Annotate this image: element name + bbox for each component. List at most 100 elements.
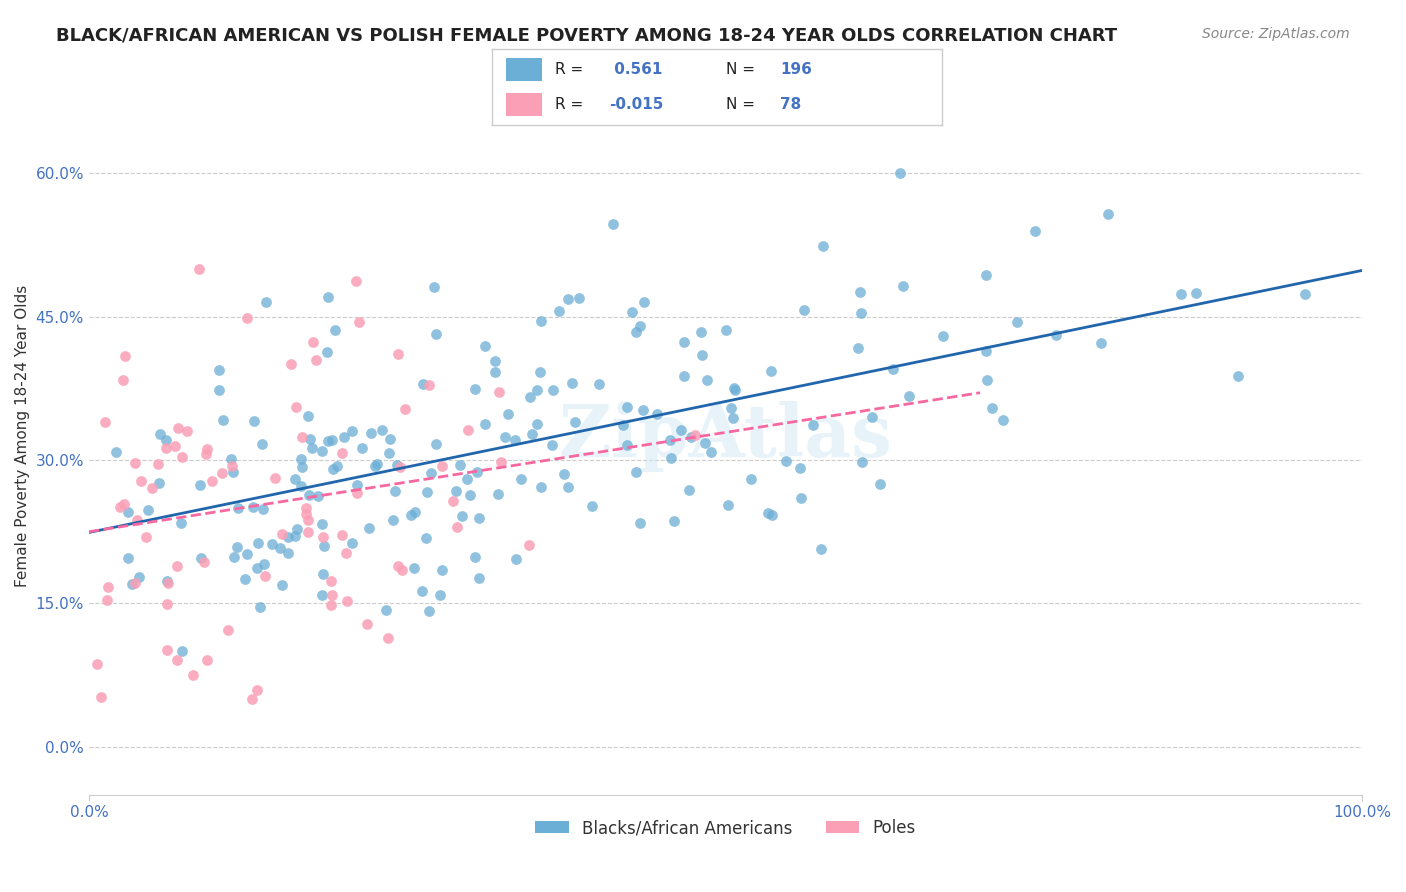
Point bbox=[254, 294, 277, 309]
Point bbox=[129, 475, 152, 489]
Point bbox=[247, 536, 270, 550]
Point bbox=[290, 452, 312, 467]
Point bbox=[496, 407, 519, 421]
Point bbox=[1090, 335, 1112, 350]
Point bbox=[323, 323, 346, 337]
Point bbox=[846, 341, 869, 355]
Point bbox=[156, 575, 179, 590]
Point bbox=[149, 426, 172, 441]
Point bbox=[240, 692, 263, 706]
Point bbox=[388, 459, 411, 474]
Point bbox=[520, 427, 543, 442]
Point bbox=[530, 314, 553, 328]
Point bbox=[869, 477, 891, 491]
Point bbox=[446, 520, 468, 534]
Point bbox=[297, 409, 319, 423]
Point bbox=[720, 401, 742, 415]
Point bbox=[193, 554, 215, 568]
Point bbox=[714, 323, 737, 337]
Point bbox=[148, 458, 170, 472]
Text: ZipAtlas: ZipAtlas bbox=[558, 401, 893, 472]
Point bbox=[467, 465, 489, 479]
Point bbox=[692, 348, 714, 362]
Point bbox=[548, 303, 571, 318]
Point bbox=[432, 458, 454, 473]
Point bbox=[679, 430, 702, 444]
Point bbox=[673, 334, 696, 349]
Point bbox=[360, 426, 382, 441]
Point bbox=[980, 401, 1002, 415]
Point bbox=[319, 598, 342, 612]
Point bbox=[222, 465, 245, 479]
Point bbox=[429, 588, 451, 602]
Point bbox=[166, 558, 188, 573]
Point bbox=[1024, 224, 1046, 238]
Point bbox=[243, 414, 266, 428]
Point bbox=[488, 384, 510, 399]
Point bbox=[1045, 328, 1067, 343]
Point bbox=[789, 461, 811, 475]
Point bbox=[156, 642, 179, 657]
Point bbox=[662, 514, 685, 528]
Point bbox=[384, 484, 406, 499]
Text: -0.015: -0.015 bbox=[609, 97, 664, 112]
Point bbox=[170, 450, 193, 464]
Point bbox=[630, 318, 652, 333]
Point bbox=[756, 506, 779, 520]
Point bbox=[387, 346, 409, 360]
Point bbox=[148, 475, 170, 490]
Point bbox=[399, 508, 422, 522]
Point bbox=[1294, 286, 1316, 301]
Point bbox=[449, 458, 471, 473]
Point bbox=[236, 311, 259, 326]
Point bbox=[568, 292, 591, 306]
Point bbox=[423, 280, 446, 294]
Point bbox=[1170, 287, 1192, 301]
Point bbox=[488, 487, 510, 501]
Point bbox=[114, 497, 136, 511]
Point bbox=[425, 326, 447, 341]
Point bbox=[307, 489, 329, 503]
Point bbox=[190, 550, 212, 565]
FancyBboxPatch shape bbox=[506, 93, 541, 116]
Point bbox=[415, 531, 437, 545]
Point bbox=[645, 407, 668, 421]
Point bbox=[464, 550, 486, 565]
Point bbox=[246, 561, 269, 575]
Point bbox=[284, 472, 307, 486]
Point bbox=[451, 508, 474, 523]
Point bbox=[200, 474, 222, 488]
Point bbox=[194, 447, 217, 461]
Point bbox=[321, 433, 343, 447]
Point bbox=[976, 373, 998, 387]
Point bbox=[359, 520, 381, 534]
Point bbox=[526, 384, 548, 398]
Point bbox=[291, 459, 314, 474]
Point bbox=[690, 325, 713, 339]
Point bbox=[891, 279, 914, 293]
Point bbox=[356, 617, 378, 632]
Point bbox=[316, 434, 339, 448]
Point bbox=[219, 452, 242, 467]
Point bbox=[721, 411, 744, 425]
Point bbox=[305, 352, 328, 367]
Point bbox=[330, 446, 353, 460]
Point bbox=[270, 526, 292, 541]
Point bbox=[425, 436, 447, 450]
Point bbox=[932, 328, 955, 343]
Point bbox=[790, 491, 813, 505]
Point bbox=[156, 597, 179, 611]
Point bbox=[114, 349, 136, 363]
Point bbox=[849, 285, 872, 300]
Point bbox=[669, 423, 692, 437]
Point bbox=[141, 481, 163, 495]
Point bbox=[253, 557, 276, 571]
Point bbox=[385, 458, 408, 473]
Point bbox=[284, 529, 307, 543]
Point bbox=[581, 499, 603, 513]
Point bbox=[163, 439, 186, 453]
Point bbox=[793, 302, 815, 317]
Point bbox=[221, 459, 243, 474]
Point bbox=[557, 480, 579, 494]
Point bbox=[801, 418, 824, 433]
